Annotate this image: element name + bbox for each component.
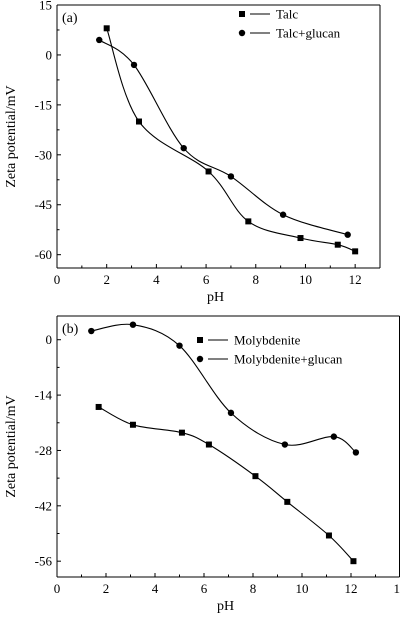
data-point [179, 430, 185, 436]
data-point [206, 168, 212, 174]
data-point [136, 119, 142, 125]
y-tick-label: -15 [35, 97, 52, 112]
data-point [228, 173, 234, 179]
data-point [252, 473, 258, 479]
y-tick-label: -60 [35, 247, 52, 262]
x-tick-label: 0 [54, 581, 61, 596]
data-point [350, 558, 356, 564]
data-point [297, 235, 303, 241]
data-point [206, 442, 212, 448]
x-tick-label: 8 [250, 581, 257, 596]
x-tick-label: 10 [299, 272, 312, 287]
data-point [96, 404, 102, 410]
data-point [326, 532, 332, 538]
data-point [352, 248, 358, 254]
y-tick-label: -56 [35, 554, 53, 569]
y-tick-label: 0 [46, 332, 53, 347]
x-tick-label: 4 [153, 272, 160, 287]
panel-label: (a) [62, 11, 78, 26]
x-tick-label: 6 [201, 581, 208, 596]
data-point [345, 232, 351, 238]
series-line-square [107, 28, 356, 251]
y-axis-label: Zeta potential/mV [4, 395, 19, 497]
data-point [331, 433, 337, 439]
data-point [96, 37, 102, 43]
legend-marker [197, 337, 203, 343]
y-tick-label: 15 [39, 0, 52, 13]
legend-marker [239, 11, 245, 17]
legend-label: Talc [276, 7, 298, 22]
legend-label: Molybdenite [234, 333, 301, 348]
chart-panel-b: 0 2 4 6 8 10 12 14 0 -14 -28 -42 -56 pH Zeta potential… [4, 316, 400, 614]
x-tick-label: 6 [203, 272, 210, 287]
chart-panel-a: 0 2 4 6 8 10 12 15 0 -15 -30 -45 -60 pH Zeta potential… [4, 0, 380, 305]
legend-label: Molybdenite+glucan [234, 352, 343, 367]
x-tick-label: 0 [54, 272, 61, 287]
y-axis-label: Zeta potential/mV [4, 85, 19, 187]
x-axis-label: pH [207, 290, 224, 305]
data-point [131, 62, 137, 68]
y-tick-label: -30 [35, 147, 52, 162]
data-point [228, 410, 234, 416]
x-tick-label: 8 [253, 272, 260, 287]
data-point [130, 322, 136, 328]
data-point [130, 422, 136, 428]
legend-label: Talc+glucan [276, 26, 341, 41]
legend-marker [197, 356, 203, 362]
data-point [335, 242, 341, 248]
data-point [245, 218, 251, 224]
x-tick-label: 12 [349, 272, 362, 287]
x-axis-label: pH [217, 599, 234, 614]
data-point [88, 328, 94, 334]
series-line-circle [91, 324, 356, 452]
x-tick-label: 2 [103, 272, 110, 287]
x-tick-label: 10 [296, 581, 309, 596]
x-tick-label: 2 [103, 581, 110, 596]
y-tick-label: -42 [35, 498, 52, 513]
data-point [280, 212, 286, 218]
data-point [284, 499, 290, 505]
data-point [181, 145, 187, 151]
legend-marker [239, 30, 245, 36]
y-tick-label: 0 [46, 47, 53, 62]
y-tick-label: -45 [35, 197, 52, 212]
series-line-circle [99, 40, 348, 235]
data-point [104, 25, 110, 31]
y-tick-label: -28 [35, 443, 52, 458]
x-tick-label: 4 [152, 581, 159, 596]
data-point [282, 441, 288, 447]
data-point [353, 449, 359, 455]
x-tick-label: 14 [394, 581, 400, 596]
series-line-square [99, 407, 354, 561]
y-tick-label: -14 [35, 388, 53, 403]
data-point [176, 342, 182, 348]
panel-label: (b) [62, 322, 79, 337]
x-tick-label: 12 [345, 581, 358, 596]
